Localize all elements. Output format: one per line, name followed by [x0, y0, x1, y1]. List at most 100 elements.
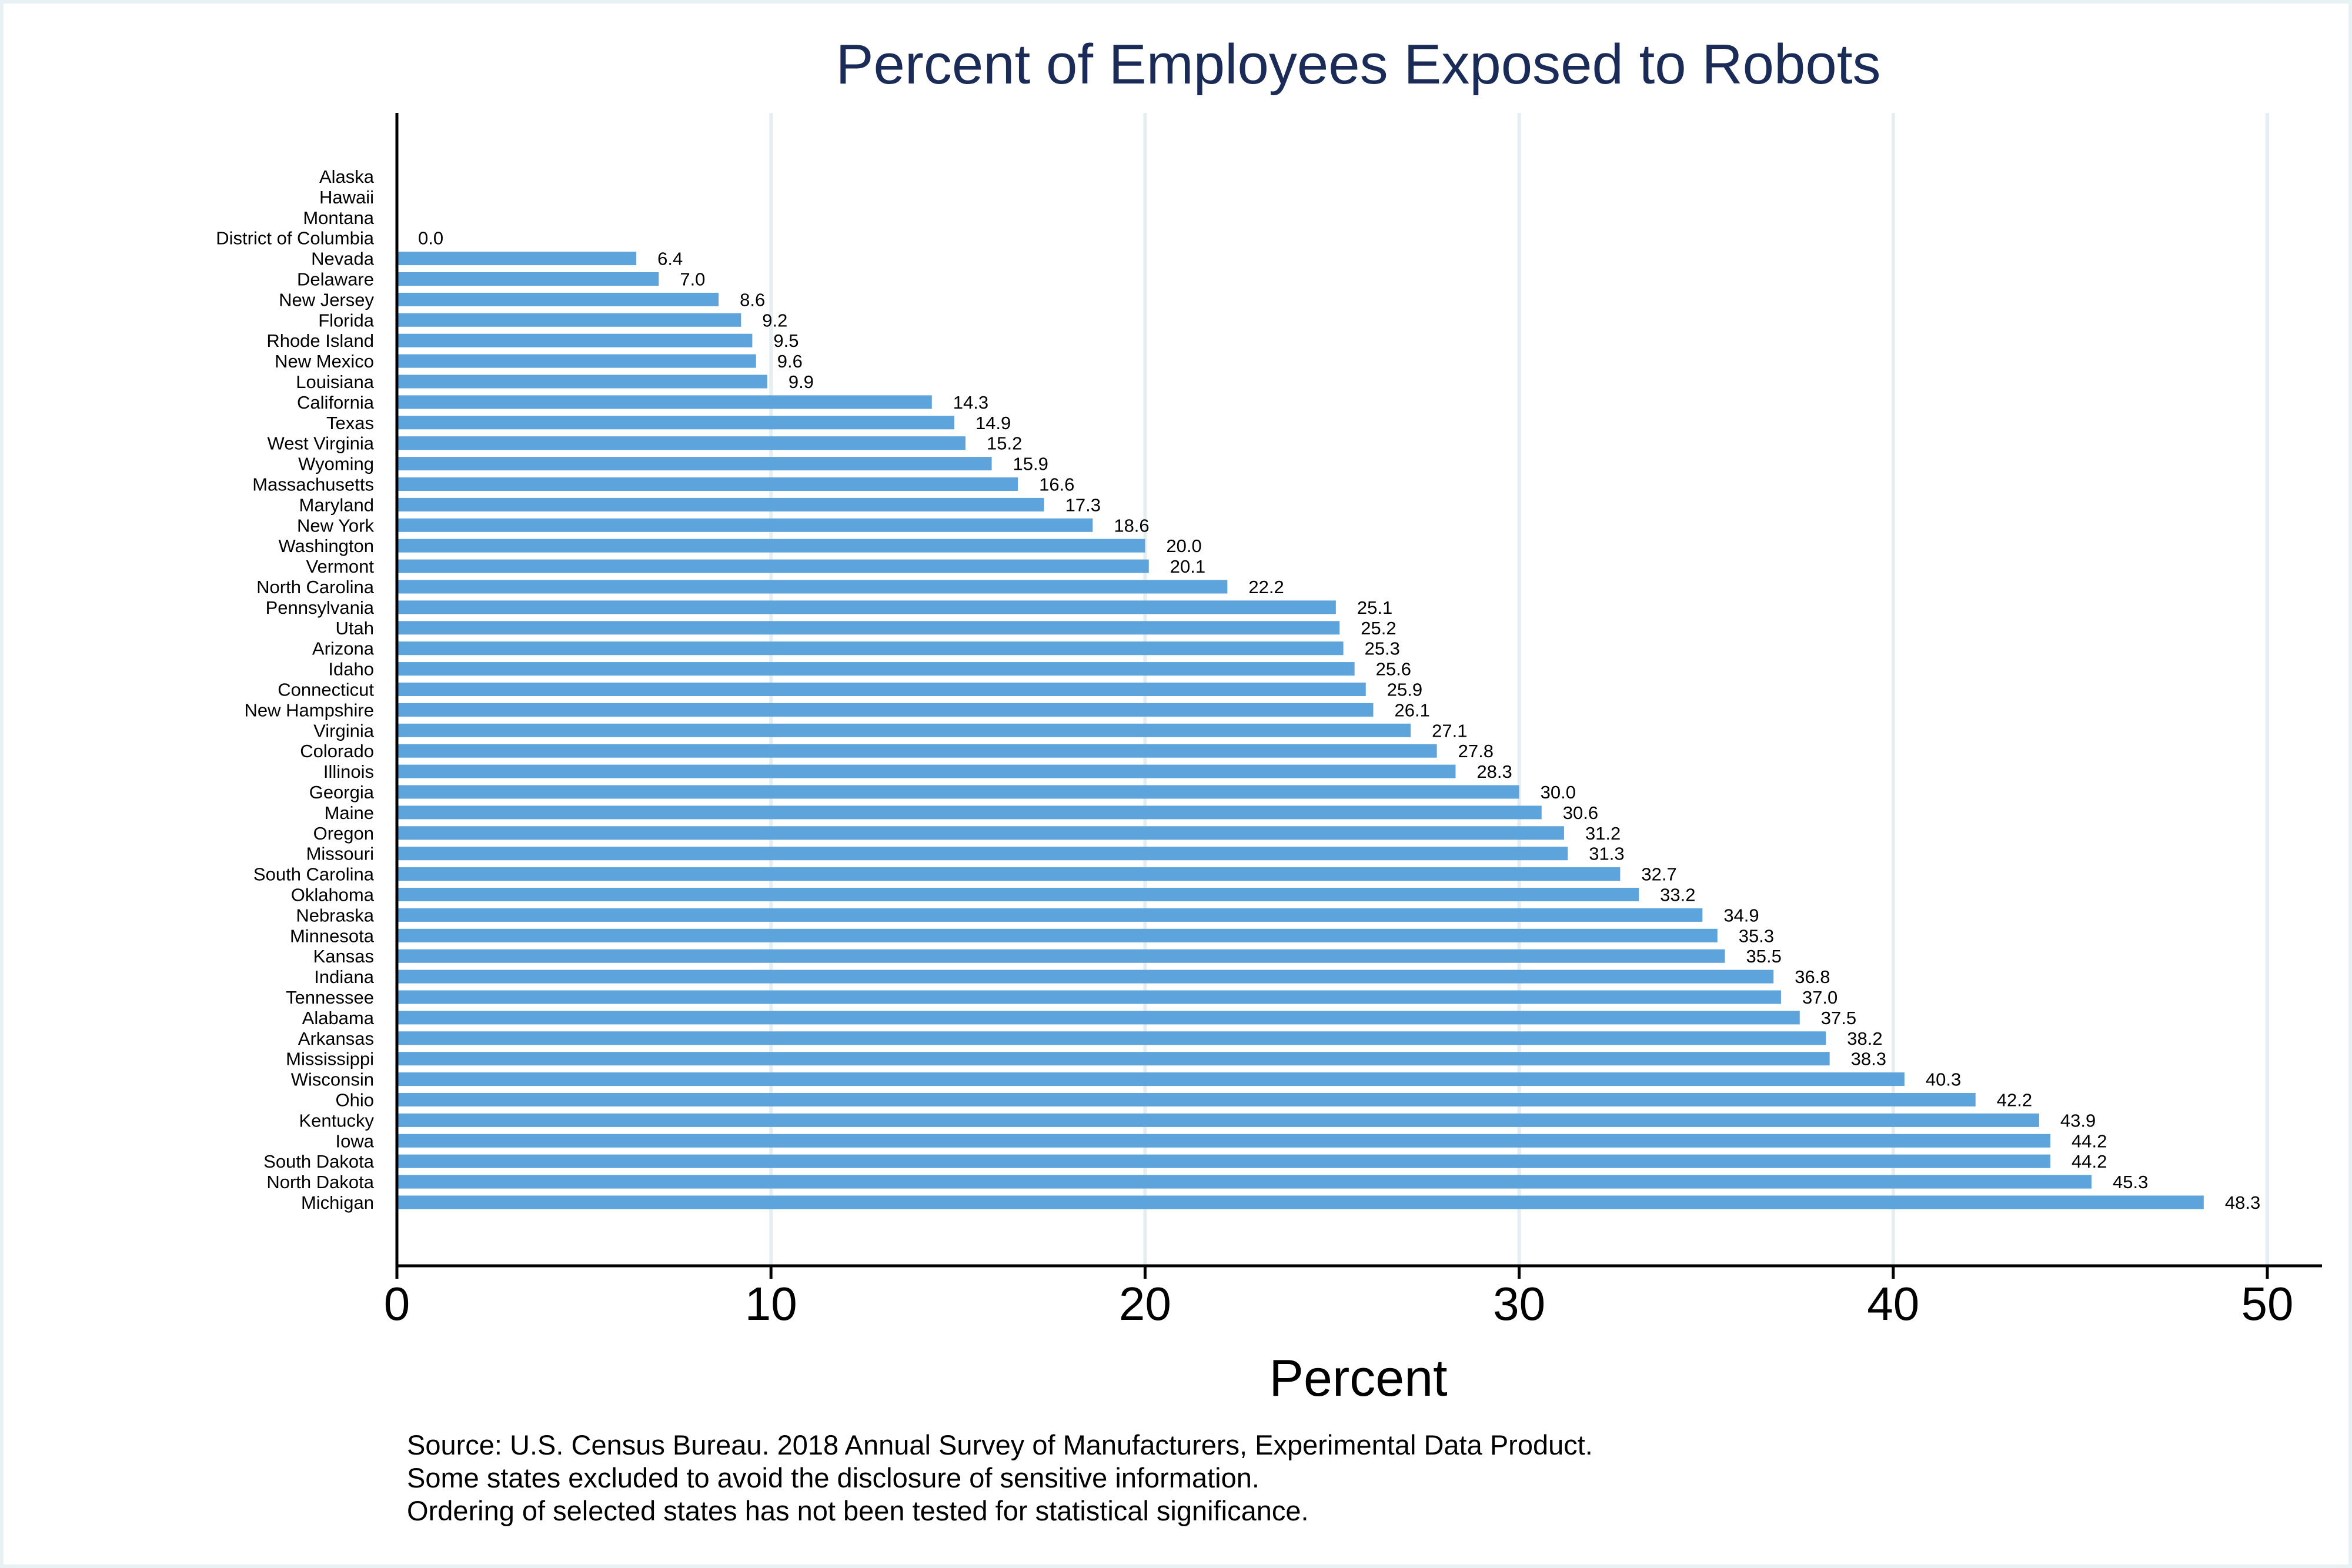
category-label: Utah: [336, 618, 374, 638]
bar: [397, 580, 1228, 594]
bar: [397, 375, 767, 389]
value-label: 8.6: [740, 289, 765, 310]
value-label: 45.3: [2113, 1172, 2148, 1192]
value-label: 20.0: [1166, 536, 1201, 556]
value-label: 28.3: [1476, 761, 1512, 782]
value-label: 35.3: [1739, 925, 1774, 946]
category-label: Mississippi: [286, 1049, 374, 1069]
category-label: Nebraska: [296, 905, 374, 925]
source-notes: Source: U.S. Census Bureau. 2018 Annual …: [407, 1429, 1593, 1527]
category-label: Hawaii: [319, 187, 374, 208]
value-label: 27.1: [1432, 720, 1467, 741]
value-label: 0.0: [418, 228, 443, 249]
value-labels-group: 0.0 6.47.0 8.69.29.59.69.9 14.314.915.215.9…: [418, 228, 2260, 1213]
category-label: Michigan: [301, 1192, 374, 1213]
category-label: Tennessee: [286, 987, 374, 1008]
value-label: 32.7: [1641, 864, 1676, 885]
category-label: Maryland: [299, 494, 375, 515]
value-label: 18.6: [1114, 515, 1149, 536]
value-label: 25.9: [1387, 680, 1422, 700]
bar: [397, 1072, 1905, 1086]
bar: [397, 1052, 1830, 1066]
bar: [397, 723, 1411, 737]
bar: [397, 272, 659, 286]
x-tick-label: 50: [2241, 1278, 2294, 1330]
bar: [397, 559, 1149, 573]
category-label: Vermont: [306, 556, 375, 577]
category-label: Washington: [278, 536, 374, 556]
bar: [397, 1134, 2051, 1148]
bar: [397, 867, 1621, 881]
bar: [397, 395, 932, 409]
value-label: 38.2: [1847, 1028, 1882, 1049]
value-label: 17.3: [1065, 494, 1101, 515]
source-note-line: Source: U.S. Census Bureau. 2018 Annual …: [407, 1429, 1593, 1460]
category-label: New Mexico: [275, 351, 374, 372]
category-label: Wyoming: [298, 454, 374, 474]
value-label: 38.3: [1851, 1049, 1886, 1069]
bar: [397, 969, 1774, 984]
category-label: South Dakota: [263, 1151, 375, 1172]
value-label: 16.6: [1039, 474, 1074, 495]
value-label: 27.8: [1458, 741, 1494, 761]
value-label: 44.2: [2072, 1131, 2107, 1151]
bars-group: [397, 252, 2204, 1209]
value-label: 30.6: [1563, 803, 1598, 823]
value-label: 20.1: [1170, 556, 1205, 577]
bar: [397, 662, 1355, 676]
category-label: Minnesota: [290, 925, 375, 946]
x-tick-label: 40: [1867, 1278, 1919, 1330]
category-label: Georgia: [309, 782, 375, 803]
value-label: 48.3: [2225, 1192, 2260, 1213]
category-label: Connecticut: [278, 680, 374, 700]
value-label: 40.3: [1926, 1069, 1961, 1090]
category-label: Arkansas: [298, 1028, 374, 1049]
category-label: Florida: [318, 310, 375, 330]
value-label: 26.1: [1394, 700, 1429, 720]
category-label: Nevada: [311, 249, 375, 269]
category-label: Louisiana: [296, 372, 374, 392]
value-label: 36.8: [1795, 967, 1830, 987]
value-label: 25.3: [1365, 638, 1400, 659]
category-label: Colorado: [300, 741, 374, 761]
bar: [397, 457, 992, 471]
bar: [397, 416, 954, 430]
category-label: Oklahoma: [291, 885, 375, 905]
category-label: Illinois: [323, 761, 374, 782]
value-label: 31.3: [1589, 844, 1624, 864]
category-label: New York: [297, 515, 374, 536]
category-label: Arizona: [312, 638, 375, 659]
x-tick-label: 20: [1119, 1278, 1171, 1330]
category-label: Wisconsin: [291, 1069, 374, 1090]
bar: [397, 1093, 1976, 1106]
value-label: 25.2: [1361, 618, 1396, 638]
bar: [397, 1195, 2204, 1209]
category-label: South Carolina: [253, 864, 375, 885]
bar: [397, 990, 1781, 1004]
x-tick-label: 10: [745, 1278, 797, 1330]
exclusion-note-line: Some states excluded to avoid the disclo…: [407, 1462, 1259, 1493]
bar: [397, 949, 1725, 963]
bar: [397, 785, 1519, 799]
bar: [397, 847, 1568, 861]
value-label: 34.9: [1723, 905, 1759, 925]
category-label: Pennsylvania: [266, 597, 375, 618]
bar: [397, 354, 756, 368]
x-ticks-group: 0 10 20 30 40 50: [384, 1266, 2294, 1330]
category-label: Ohio: [336, 1090, 374, 1111]
value-label: 14.3: [953, 392, 988, 413]
bar: [397, 888, 1639, 901]
value-label: 44.2: [2072, 1151, 2107, 1172]
category-label: Missouri: [306, 844, 374, 864]
bar: [397, 764, 1456, 778]
bar: [397, 703, 1374, 717]
category-label: Massachusetts: [252, 474, 374, 495]
bar: [397, 1113, 2039, 1127]
bar: [397, 292, 719, 306]
chart-title: Percent of Employees Exposed to Robots: [836, 33, 1881, 96]
category-label: Kentucky: [299, 1110, 374, 1131]
bar-chart: Percent of Employees Exposed to Robots 0…: [216, 33, 2322, 1407]
bar: [397, 600, 1336, 614]
category-label: Montana: [303, 208, 374, 228]
